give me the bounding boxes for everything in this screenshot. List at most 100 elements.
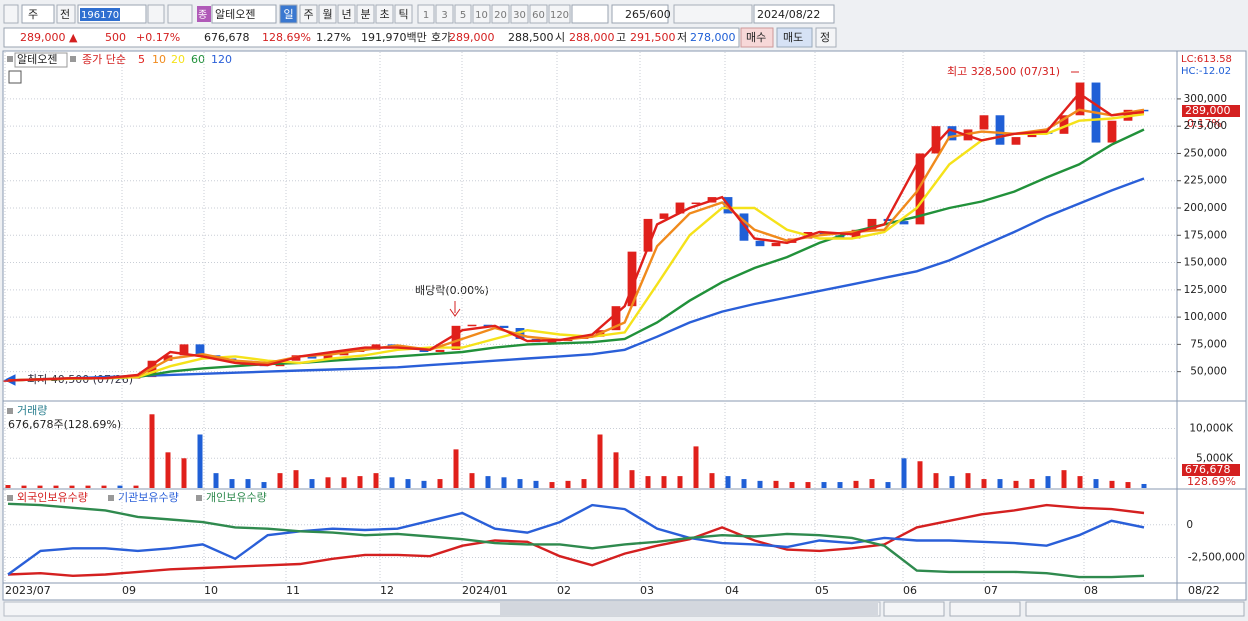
interval: 월 — [322, 8, 332, 21]
ask-label: 호가 — [431, 31, 451, 44]
candle — [739, 213, 749, 241]
y-tick-label: 275,000 — [1184, 120, 1227, 132]
candle — [483, 324, 493, 327]
candle — [547, 341, 557, 343]
count-input[interactable] — [611, 4, 669, 24]
candle — [947, 126, 957, 141]
period-select[interactable] — [21, 4, 55, 24]
interval: 년 — [341, 8, 351, 21]
current-box — [1182, 105, 1240, 117]
date-input[interactable] — [753, 4, 835, 24]
interval-button[interactable] — [356, 4, 375, 24]
interval: 주 — [303, 8, 313, 21]
interval-button[interactable] — [394, 4, 413, 24]
sell-button[interactable] — [776, 27, 813, 48]
interval-button[interactable] — [299, 4, 318, 24]
volume-bar — [1077, 476, 1083, 488]
volume-bar — [101, 485, 107, 488]
candle — [467, 324, 477, 327]
candle — [899, 221, 909, 225]
nav-buttons[interactable] — [883, 601, 945, 617]
buy: 매수 — [746, 31, 766, 44]
interval-button[interactable] — [318, 4, 337, 24]
ma-line — [7, 128, 1145, 382]
candle — [451, 325, 461, 350]
interval-button[interactable] — [337, 4, 356, 24]
volume-bar — [709, 473, 715, 488]
high-note: 최고 328,500 (07/31) — [947, 65, 1060, 78]
volume-bar — [437, 479, 443, 488]
x-label: 2024/01 — [462, 584, 508, 597]
menu-icon[interactable] — [3, 4, 19, 24]
holding-legend: 기관보유수량 — [118, 491, 179, 504]
volume-bar — [517, 479, 523, 488]
change-pct: +0.17% — [136, 31, 180, 44]
search-button[interactable] — [147, 4, 165, 24]
correct-button[interactable] — [815, 27, 837, 48]
prev: 전 — [60, 8, 70, 21]
scroll-thumb[interactable] — [500, 603, 878, 615]
volume-current-box — [1182, 464, 1240, 476]
x-label: 11 — [286, 584, 300, 597]
interval-button[interactable] — [375, 4, 394, 24]
interval-button[interactable] — [279, 4, 298, 24]
volume-bar — [981, 479, 987, 488]
chart-frame — [2, 50, 1247, 601]
high-label: 고 — [616, 31, 626, 44]
volume-bar — [117, 485, 123, 488]
holding-legend: 외국인보유수량 — [17, 491, 88, 504]
buy-button[interactable] — [740, 27, 774, 48]
volume-bar — [549, 482, 555, 488]
candle — [3, 380, 13, 382]
date: 2024/08/22 — [757, 8, 820, 21]
volume-bar — [597, 434, 603, 488]
x-label: 06 — [903, 584, 917, 597]
ma-legend: 20 — [171, 53, 185, 66]
volume-bar — [725, 476, 731, 488]
low-label: 저 — [677, 31, 687, 44]
name-box[interactable] — [211, 4, 277, 24]
count-button[interactable] — [491, 4, 510, 24]
count-button[interactable] — [548, 4, 571, 24]
candle — [419, 349, 429, 352]
volume-bar — [197, 434, 203, 488]
count-button[interactable] — [417, 4, 435, 24]
count-button[interactable] — [510, 4, 529, 24]
volume-bar — [21, 485, 27, 488]
candle — [515, 328, 525, 339]
low: 278,000 — [690, 31, 736, 44]
count-button[interactable] — [435, 4, 454, 24]
tool-buttons[interactable] — [1025, 601, 1245, 617]
volume-bar — [501, 477, 507, 488]
volume-bar — [165, 452, 171, 488]
table-icon[interactable] — [8, 70, 22, 84]
x-label: 02 — [557, 584, 571, 597]
y-tick-label: -2,500,000 — [1188, 551, 1245, 563]
zoom-slider[interactable] — [949, 601, 1021, 617]
x-label: 2023/07 — [5, 584, 51, 597]
interval: 일 — [283, 7, 293, 21]
count-button[interactable] — [529, 4, 548, 24]
volume-bar — [741, 479, 747, 488]
candle — [1059, 115, 1069, 134]
y-tick-label: 75,000 — [1190, 338, 1227, 350]
count: 5 — [460, 10, 466, 21]
count-button[interactable] — [454, 4, 472, 24]
y-tick-label: 125,000 — [1184, 284, 1227, 296]
code: 196170 — [81, 10, 119, 21]
interval: 초 — [379, 8, 389, 21]
volume-title: 거래량 — [17, 404, 47, 417]
volume-bar — [853, 480, 859, 488]
y-tick-label: 50,000 — [1190, 366, 1227, 378]
count-button[interactable] — [472, 4, 491, 24]
count: 120 — [550, 10, 569, 21]
prev-button[interactable] — [56, 4, 76, 24]
volume-bar — [1093, 479, 1099, 488]
blank-select[interactable] — [571, 4, 609, 24]
volume-bar — [533, 480, 539, 488]
volume-bar — [837, 482, 843, 488]
stock-name: 알테오젠 — [215, 7, 255, 21]
sound-button[interactable] — [167, 4, 193, 24]
change: 500 — [105, 31, 126, 44]
tool-icons[interactable] — [673, 4, 753, 24]
